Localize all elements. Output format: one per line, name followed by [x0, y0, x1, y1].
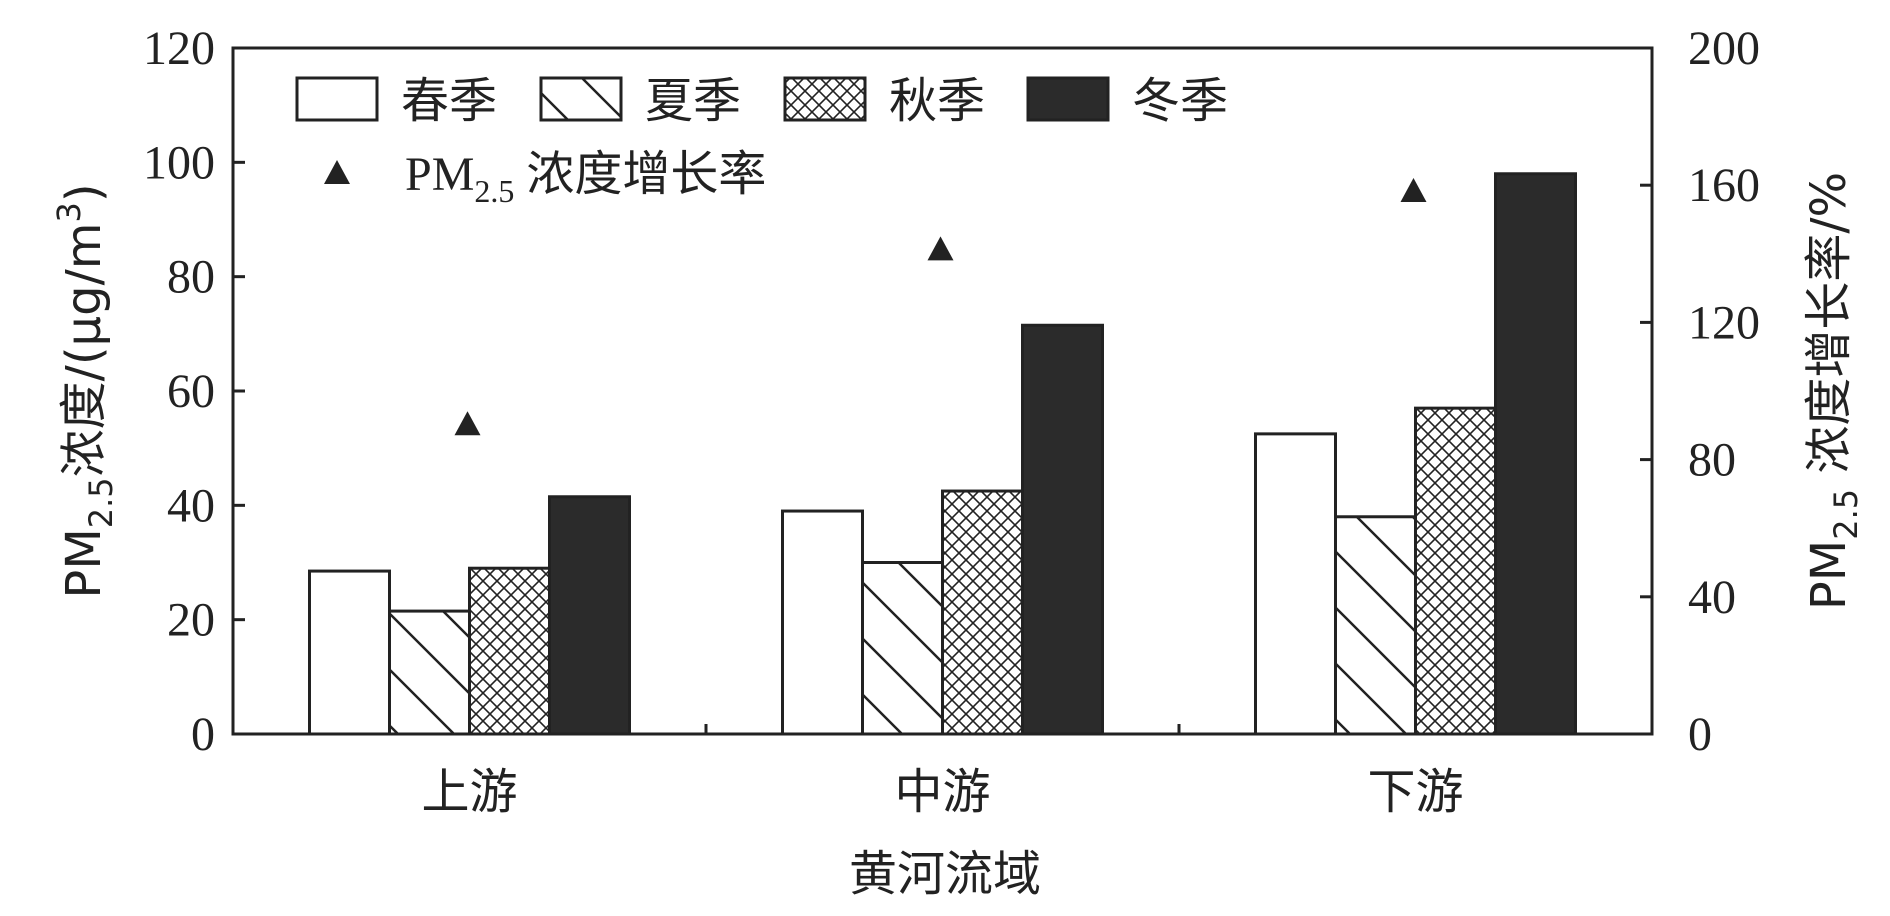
- growth-marker-0: [454, 411, 481, 436]
- y2-tick-label: 160: [1688, 159, 1760, 212]
- legend-swatch-diagonal: [539, 76, 623, 122]
- legend-label: 冬季: [1132, 73, 1228, 129]
- bar-crosshatch-1: [941, 489, 1024, 736]
- bar-crosshatch-0: [468, 566, 551, 736]
- y-tick-label: 40: [167, 479, 215, 532]
- legend: 春季 夏季 秋季 冬季 PM2.5 浓度增长率: [295, 73, 1228, 209]
- bar-diagonal-0: [388, 609, 471, 736]
- legend-label: 夏季: [645, 73, 741, 129]
- legend-label: 秋季: [889, 73, 985, 129]
- bar-empty-1: [781, 509, 864, 736]
- x-tick-label: 中游: [894, 764, 990, 820]
- growth-marker-group: [454, 178, 1427, 436]
- bar-solid-2: [1494, 172, 1577, 736]
- y-tick-label: 80: [167, 251, 215, 304]
- y-tick-label: 20: [167, 594, 215, 647]
- legend-label: 春季: [401, 73, 497, 129]
- legend-swatch-empty: [295, 76, 379, 122]
- bar-crosshatch-2: [1414, 406, 1497, 736]
- axis-labels: 黄河流域 PM2.5浓度/(μg/m3) PM2.5 浓度增长率/%: [50, 172, 1865, 902]
- y-axis-title-group: PM2.5浓度/(μg/m3): [50, 183, 120, 598]
- x-axis-title: 黄河流域: [849, 846, 1041, 902]
- y-tick-label: 120: [143, 22, 215, 75]
- y2-tick-label: 200: [1688, 22, 1760, 75]
- y2-axis-title-group: PM2.5 浓度增长率/%: [1801, 172, 1865, 610]
- y2-tick-label: 120: [1688, 296, 1760, 349]
- bar-diagonal-1: [861, 561, 944, 736]
- y-tick-label: 60: [167, 365, 215, 418]
- y-tick-label: 100: [143, 136, 215, 189]
- bar-solid-1: [1021, 323, 1104, 736]
- y2-axis-title: PM2.5 浓度增长率/%: [1801, 172, 1865, 610]
- y2-tick-label: 80: [1688, 434, 1736, 487]
- bar-empty-2: [1254, 432, 1337, 736]
- legend-swatch-solid: [1026, 76, 1110, 122]
- bar-diagonal-2: [1334, 515, 1417, 736]
- x-tick-label: 下游: [1367, 764, 1463, 820]
- growth-marker-2: [1400, 178, 1427, 203]
- bar-group: [308, 172, 1577, 736]
- axes: 0 20 40 60 80 100 120 0 40 80 120 160 200 上游 中游 下游: [143, 22, 1760, 820]
- y2-tick-label: 40: [1688, 571, 1736, 624]
- legend-swatch-crosshatch: [783, 76, 867, 122]
- legend-label-growth: PM2.5 浓度增长率: [405, 148, 766, 209]
- growth-marker-1: [927, 236, 954, 261]
- bar-solid-0: [548, 495, 631, 736]
- legend-triangle-icon: [324, 160, 350, 184]
- y-tick-label: 0: [191, 708, 215, 761]
- x-tick-label: 上游: [421, 764, 517, 820]
- bar-empty-0: [308, 569, 391, 736]
- y2-tick-label: 0: [1688, 708, 1712, 761]
- y-axis-title: PM2.5浓度/(μg/m3): [50, 183, 120, 598]
